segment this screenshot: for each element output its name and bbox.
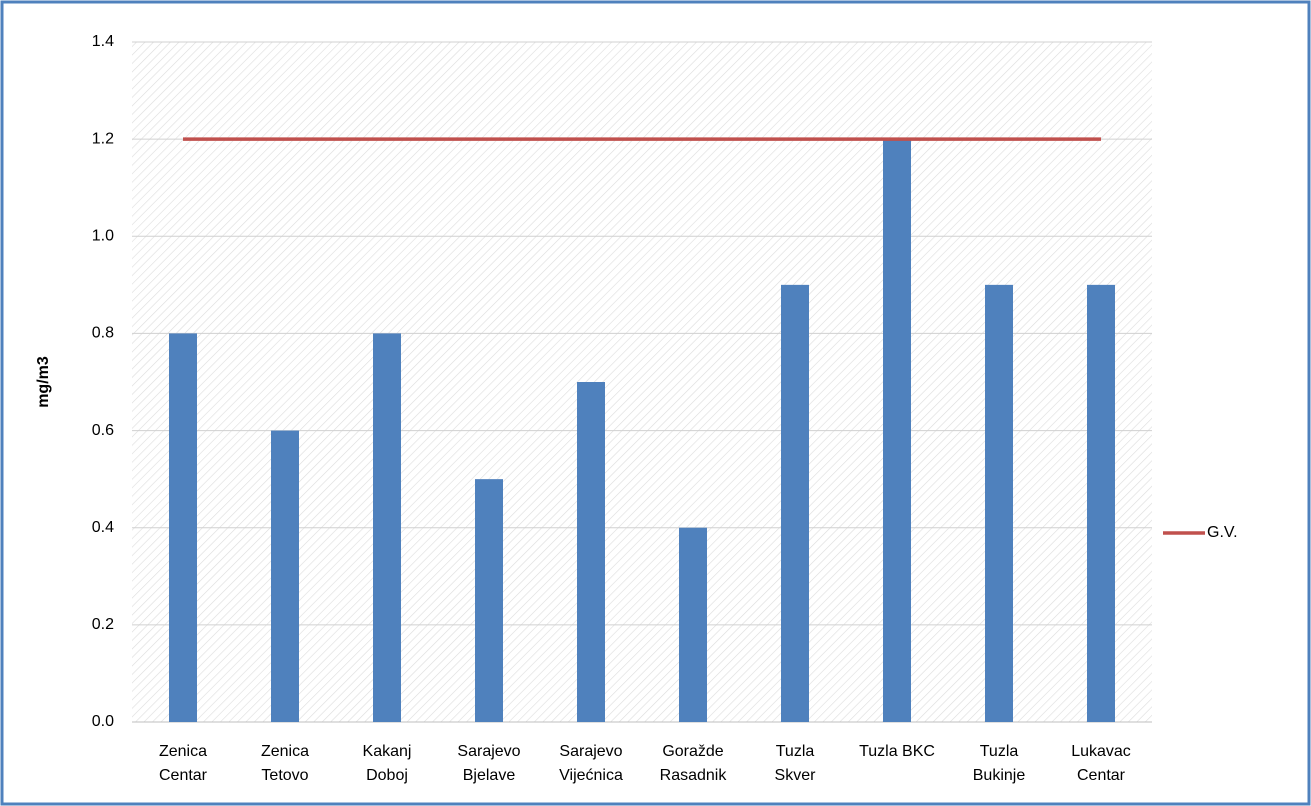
plot-area — [132, 42, 1152, 722]
bar — [781, 284, 809, 722]
legend-label: G.V. — [1207, 524, 1238, 541]
y-tick-label: 1.2 — [92, 130, 114, 147]
bar — [577, 382, 605, 722]
x-tick-label: Zenica Tetovo — [261, 743, 309, 784]
y-tick-label: 1.0 — [92, 228, 114, 245]
bar — [679, 527, 707, 722]
y-tick-label: 0.8 — [92, 325, 114, 342]
x-tick-label-line: Skver — [775, 767, 817, 784]
x-tick-label: Zenica Centar — [159, 743, 208, 784]
x-tick-label-line: Bukinje — [973, 767, 1026, 784]
x-tick-label: Tuzla BKC — [859, 743, 935, 760]
x-tick-label: Sarajevo Bjelave — [457, 743, 520, 784]
bar — [883, 139, 911, 723]
bar — [475, 479, 503, 722]
x-tick-label: Sarajevo Vijećnica — [559, 743, 623, 784]
x-tick-label: Goražde Rasadnik — [660, 743, 728, 784]
bar — [373, 333, 401, 722]
x-tick-label-line: Sarajevo — [457, 743, 520, 760]
x-tick-label: Kakanj Doboj — [363, 743, 412, 784]
y-axis-label: mg/m3 — [35, 356, 52, 408]
y-tick-label: 1.4 — [92, 33, 114, 50]
bar — [271, 430, 299, 722]
x-tick-label-line: Bjelave — [463, 767, 516, 784]
x-tick-label-line: Vijećnica — [559, 767, 623, 784]
x-tick-label-line: Tuzla BKC — [859, 743, 935, 760]
x-tick-label: Tuzla Bukinje — [973, 743, 1026, 784]
x-tick-label-line: Tetovo — [261, 767, 308, 784]
x-tick-label-line: Doboj — [366, 767, 408, 784]
x-tick-label-line: Tuzla — [776, 743, 815, 760]
y-tick-label: 0.6 — [92, 422, 114, 439]
x-tick-label-line: Rasadnik — [660, 767, 728, 784]
y-tick-label: 0.4 — [92, 519, 114, 536]
x-tick-label-line: Kakanj — [363, 743, 412, 760]
y-tick-label: 0.2 — [92, 616, 114, 633]
x-tick-label-line: Centar — [159, 767, 208, 784]
y-tick-label: 0.0 — [92, 713, 114, 730]
x-tick-label-line: Goražde — [662, 743, 723, 760]
x-tick-label: Tuzla Skver — [775, 743, 817, 784]
x-tick-label: Lukavac Centar — [1071, 743, 1131, 784]
x-tick-label-line: Lukavac — [1071, 743, 1131, 760]
x-tick-label-line: Zenica — [261, 743, 309, 760]
x-tick-label-line: Centar — [1077, 767, 1126, 784]
bar — [985, 284, 1013, 722]
x-tick-label-line: Zenica — [159, 743, 207, 760]
x-tick-label-line: Sarajevo — [559, 743, 622, 760]
bar — [1087, 284, 1115, 722]
x-tick-label-line: Tuzla — [980, 743, 1019, 760]
bar — [169, 333, 197, 722]
